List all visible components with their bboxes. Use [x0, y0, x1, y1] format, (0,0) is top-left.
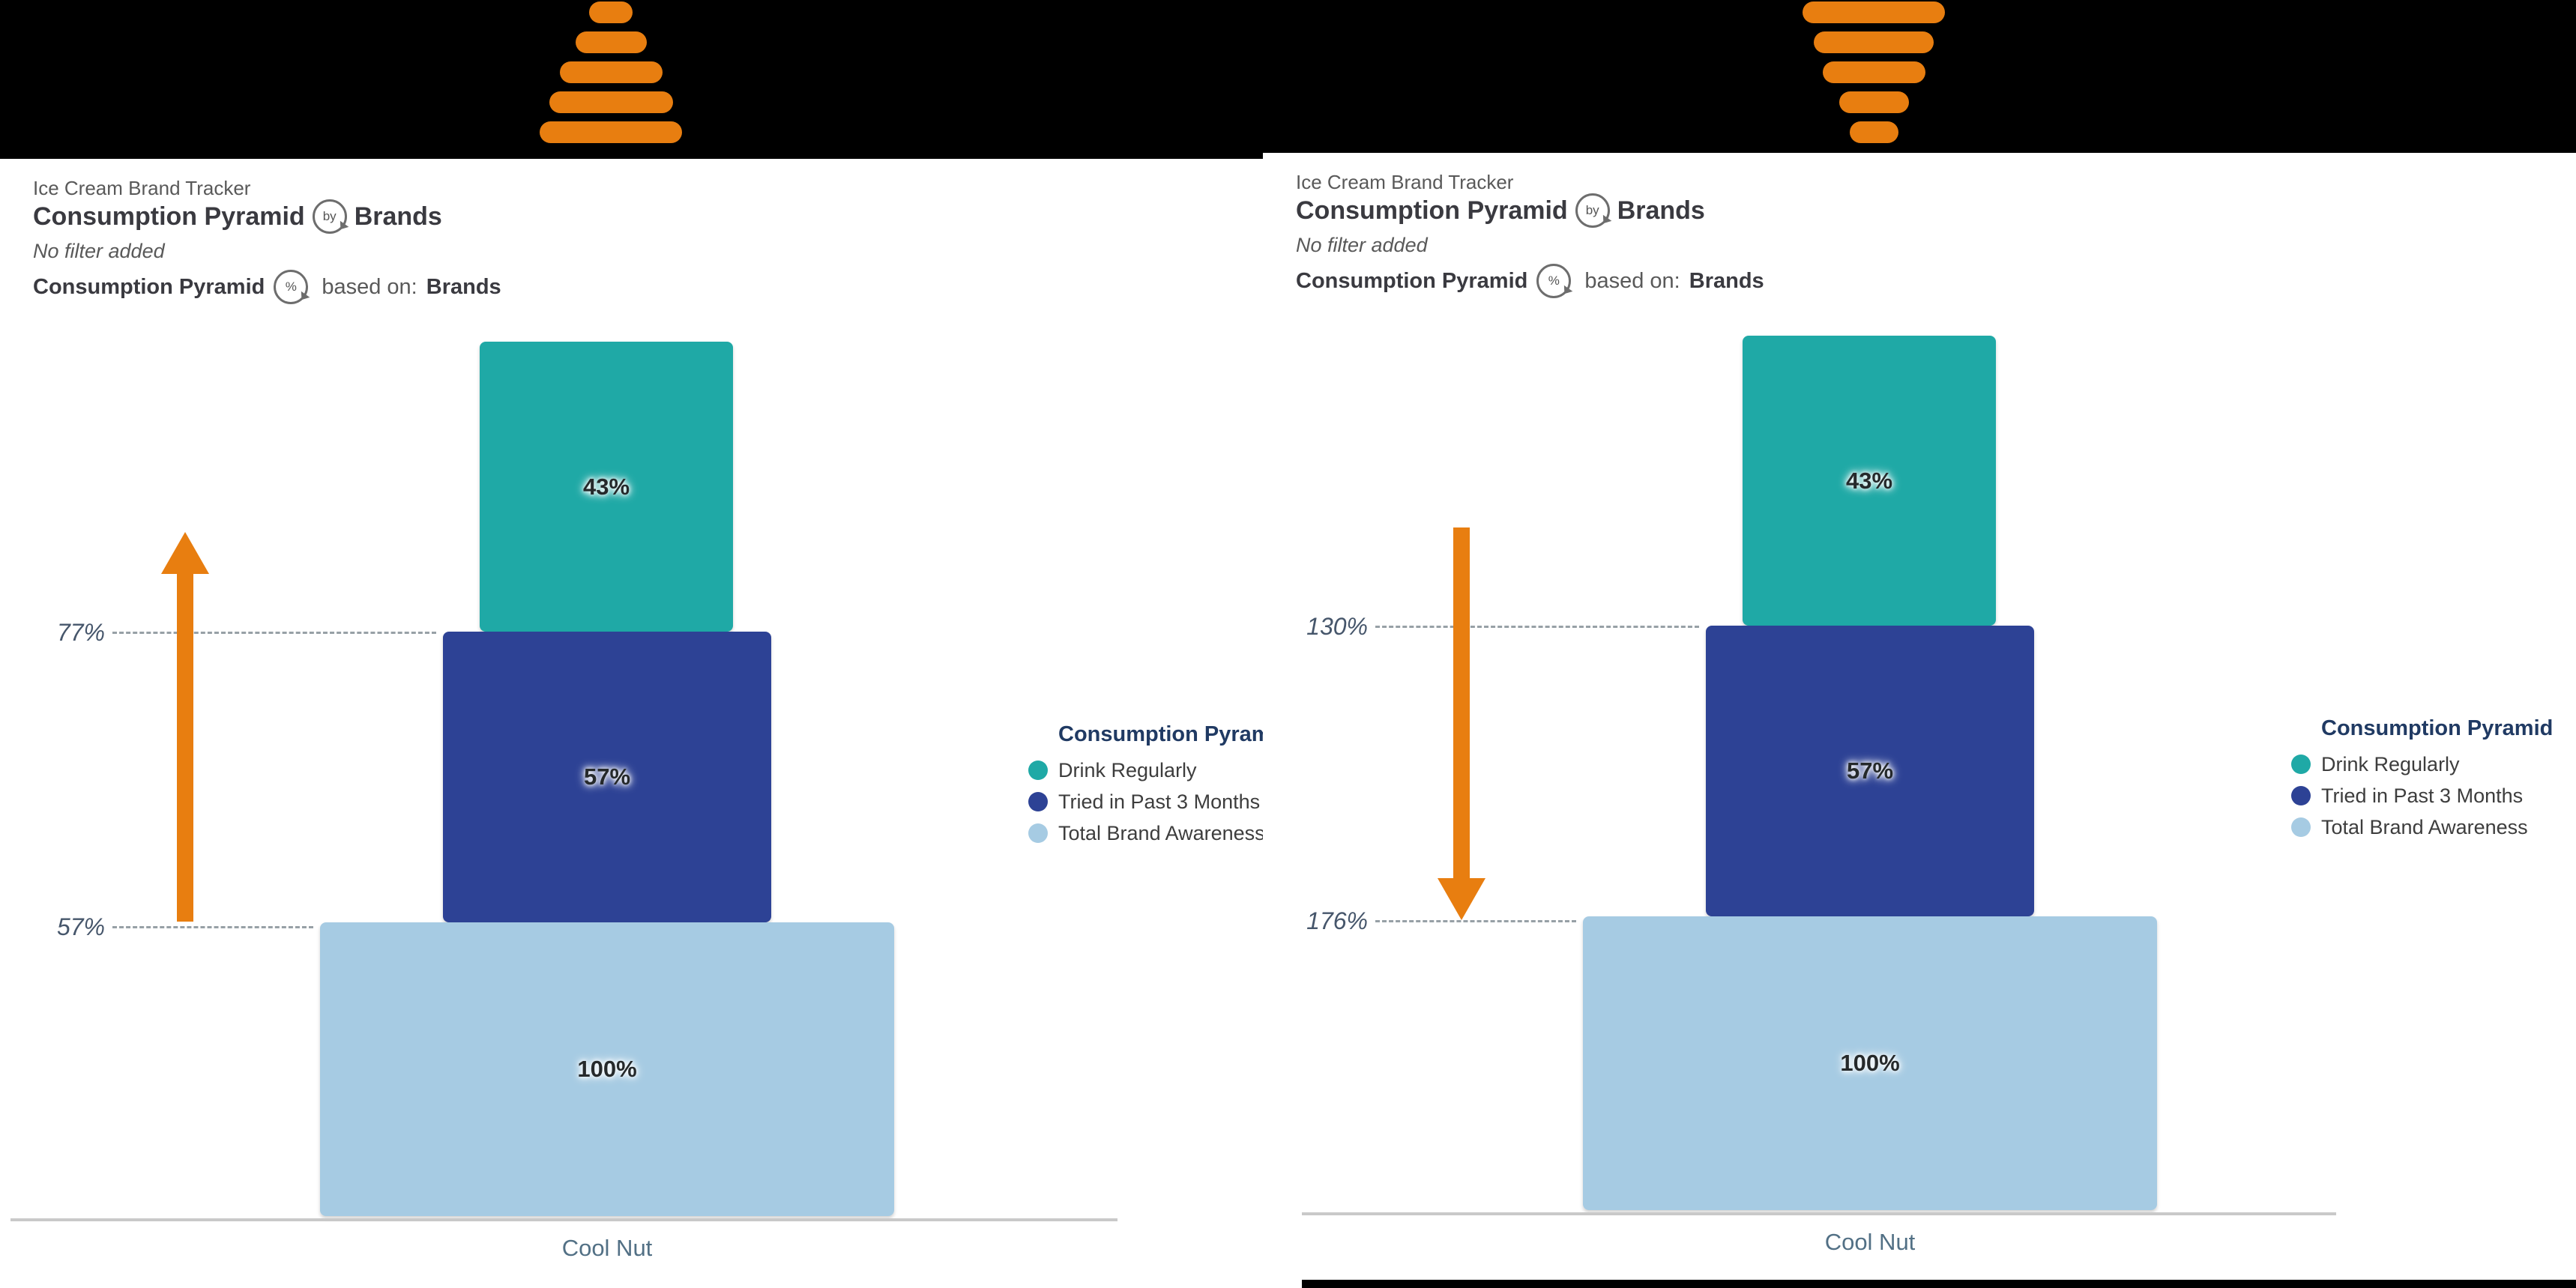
legend-item-drink-regularly[interactable]: Drink Regularly: [2291, 752, 2460, 775]
swap-by-icon[interactable]: by: [1575, 193, 1610, 228]
conversion-arrow-up: [161, 532, 209, 922]
bar-tried-in-past-3-months[interactable]: 57%: [443, 632, 771, 922]
x-axis-line: [1302, 1212, 2336, 1215]
swap-by-icon-label: by: [322, 209, 337, 223]
reference-line-upper: [1375, 626, 1699, 628]
filter-note: No filter added: [33, 240, 165, 262]
report-subtitle: Ice Cream Brand Tracker: [33, 177, 251, 199]
tick-label-upper: 130%: [1306, 613, 1368, 640]
legend-title: Consumption Pyramid: [1058, 722, 1291, 746]
swap-by-icon[interactable]: by: [312, 199, 347, 234]
legend-item-label: Total Brand Awareness: [1058, 821, 1265, 844]
icon-bar: [1839, 91, 1909, 113]
swap-percent-icon-label: %: [285, 279, 297, 294]
icon-bar: [1849, 121, 1898, 143]
bar-value: 57%: [1846, 758, 1894, 784]
legend-item-label: Tried in Past 3 Months: [1058, 790, 1261, 813]
swap-percent-icon-label: %: [1548, 273, 1560, 288]
legend-dot-dark-blue: [1028, 792, 1048, 811]
legend-item-tried-in-past-3-months[interactable]: Tried in Past 3 Months: [1028, 790, 1261, 813]
icon-bar: [1803, 1, 1945, 23]
bar-value: 57%: [583, 764, 631, 790]
measure-line: Consumption Pyramid % based on: Brands: [33, 270, 501, 304]
report-panel-left: Ice Cream Brand Tracker Consumption Pyra…: [0, 159, 1302, 1288]
bar-value: 100%: [1840, 1050, 1900, 1076]
bar-tried-in-past-3-months[interactable]: 57%: [1706, 626, 2034, 916]
reference-line-lower: [1375, 920, 1576, 922]
legend-dot-dark-blue: [2291, 786, 2311, 805]
based-on-label: based on:: [322, 274, 417, 299]
icon-bar: [540, 121, 682, 143]
legend-item-total-brand-awareness[interactable]: Total Brand Awareness: [2291, 815, 2528, 838]
swap-percent-icon[interactable]: %: [274, 270, 309, 304]
measure-label: Consumption Pyramid: [1296, 268, 1528, 293]
legend-dot-light-blue: [1028, 823, 1048, 843]
based-on-value: Brands: [1689, 268, 1764, 293]
report-title-dimension: Brands: [354, 202, 442, 231]
tick-label-lower: 57%: [56, 913, 105, 940]
conversion-arrow-down: [1438, 527, 1485, 920]
report-title: Consumption Pyramid by Brands: [1296, 193, 1705, 228]
report-panel-right: Ice Cream Brand Tracker Consumption Pyra…: [1263, 153, 2576, 1280]
based-on-value: Brands: [426, 274, 501, 299]
legend-item-label: Drink Regularly: [1058, 758, 1197, 781]
icon-bar: [575, 31, 647, 53]
report-subtitle: Ice Cream Brand Tracker: [1296, 171, 1514, 193]
report-title-main: Consumption Pyramid: [1296, 196, 1568, 225]
legend-title: Consumption Pyramid: [2321, 716, 2554, 740]
measure-label: Consumption Pyramid: [33, 274, 265, 299]
x-axis-line: [10, 1218, 1117, 1221]
bar-value: 43%: [1845, 467, 1893, 494]
legend-dot-teal: [1028, 761, 1048, 780]
icon-bar: [549, 91, 673, 113]
pyramid-down-icon: [1803, 1, 1945, 143]
arrow-head: [1438, 878, 1485, 920]
icon-bar: [559, 61, 663, 83]
bar-drink-regularly[interactable]: 43%: [1743, 336, 1996, 626]
legend-item-label: Drink Regularly: [2321, 752, 2460, 775]
legend-item-total-brand-awareness[interactable]: Total Brand Awareness: [1028, 821, 1265, 844]
pyramid-up-icon: [540, 1, 682, 143]
bar-total-brand-awareness[interactable]: 100%: [1583, 916, 2157, 1210]
bar-drink-regularly[interactable]: 43%: [480, 342, 733, 632]
measure-line: Consumption Pyramid % based on: Brands: [1296, 264, 1764, 298]
icon-bar: [1814, 31, 1934, 53]
legend-dot-teal: [2291, 755, 2311, 774]
filter-note: No filter added: [1296, 234, 1428, 256]
legend-item-drink-regularly[interactable]: Drink Regularly: [1028, 758, 1197, 781]
report-title-main: Consumption Pyramid: [33, 202, 305, 231]
x-axis-category: Cool Nut: [1824, 1229, 1916, 1255]
report-title-dimension: Brands: [1617, 196, 1705, 225]
x-axis-category: Cool Nut: [561, 1235, 653, 1261]
swap-by-icon-label: by: [1585, 203, 1599, 217]
swap-percent-icon[interactable]: %: [1536, 264, 1572, 298]
report-title: Consumption Pyramid by Brands: [33, 199, 442, 234]
legend-dot-light-blue: [2291, 817, 2311, 837]
reference-line-lower: [112, 926, 313, 928]
legend-item-label: Tried in Past 3 Months: [2321, 784, 2524, 807]
legend-item-tried-in-past-3-months[interactable]: Tried in Past 3 Months: [2291, 784, 2524, 807]
icon-bar: [1822, 61, 1925, 83]
icon-bar: [589, 1, 633, 23]
tick-label-lower: 176%: [1306, 907, 1368, 934]
legend-item-label: Total Brand Awareness: [2321, 815, 2528, 838]
bar-total-brand-awareness[interactable]: 100%: [320, 922, 894, 1216]
arrow-head: [161, 532, 209, 574]
arrow-shaft: [1453, 527, 1470, 878]
bar-value: 43%: [582, 473, 630, 500]
arrow-shaft: [177, 574, 193, 922]
based-on-label: based on:: [1584, 268, 1680, 293]
tick-label-upper: 77%: [56, 619, 105, 646]
bar-value: 100%: [577, 1056, 637, 1082]
reference-line-upper: [112, 632, 436, 634]
